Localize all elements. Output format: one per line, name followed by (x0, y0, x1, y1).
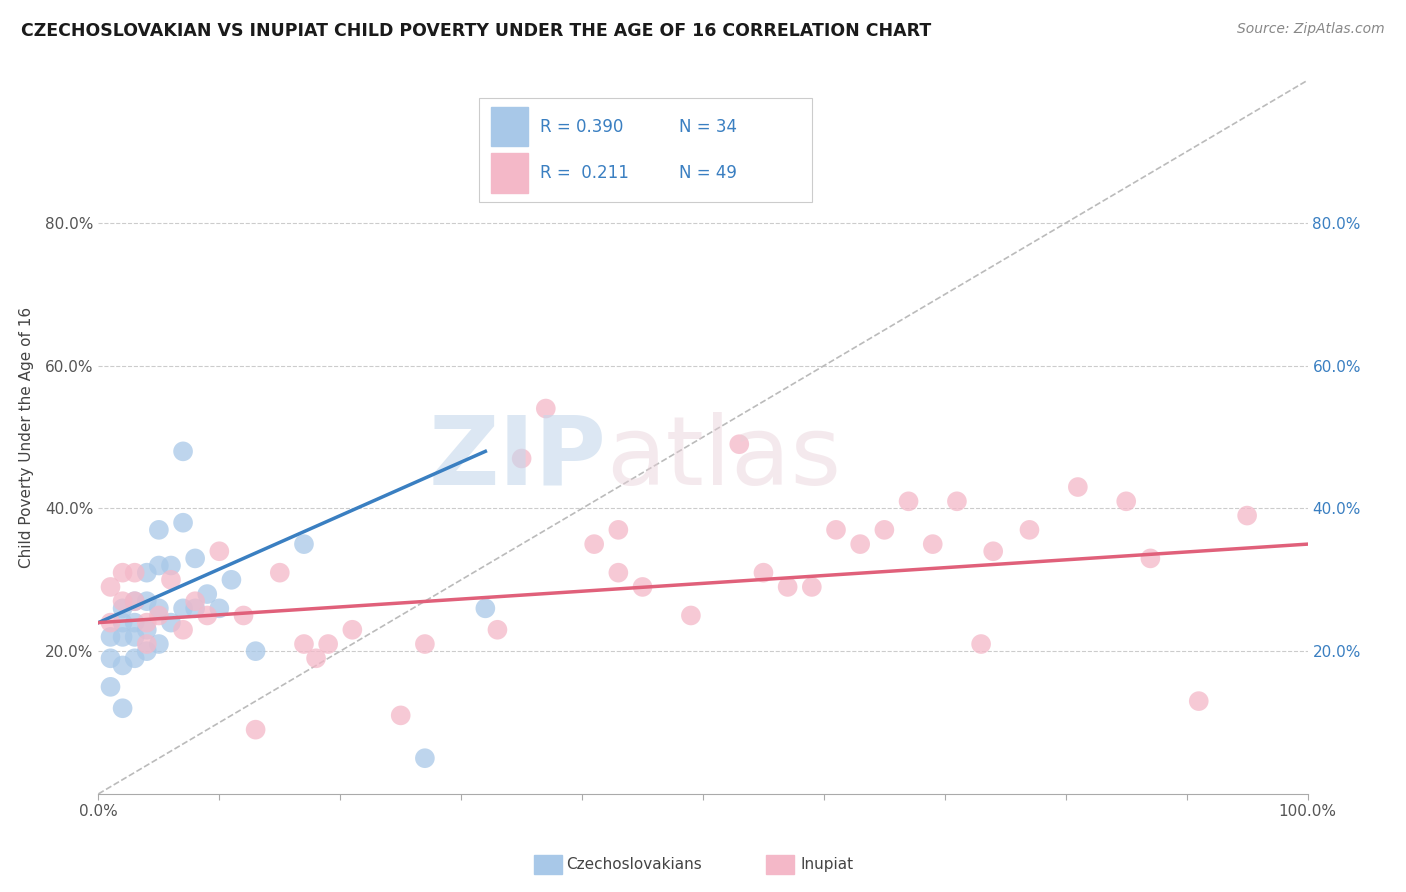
Point (946, 494, 969, 508)
Point (184, 594, 207, 608)
Point (111, 594, 134, 608)
FancyBboxPatch shape (479, 98, 811, 202)
Point (111, 630, 134, 644)
Point (1188, 694, 1211, 708)
Text: N = 49: N = 49 (679, 164, 737, 182)
Point (111, 658, 134, 673)
Text: R =  0.211: R = 0.211 (540, 164, 628, 182)
Point (679, 608, 702, 623)
Text: Czechoslovakians: Czechoslovakians (567, 857, 703, 871)
Point (124, 594, 146, 608)
Point (172, 516, 194, 530)
Point (160, 573, 183, 587)
Point (534, 401, 557, 416)
Point (111, 566, 134, 580)
Point (221, 573, 243, 587)
Point (474, 601, 496, 615)
Point (413, 637, 436, 651)
Point (135, 615, 157, 630)
Text: atlas: atlas (606, 412, 841, 505)
Point (111, 701, 134, 715)
Text: ZIP: ZIP (429, 412, 606, 505)
Point (389, 708, 412, 723)
Point (1115, 494, 1137, 508)
Point (195, 608, 218, 623)
Point (184, 601, 207, 615)
Point (1236, 508, 1258, 523)
Point (100, 680, 122, 694)
Point (135, 644, 157, 658)
Point (172, 601, 194, 615)
Text: Inupiat: Inupiat (800, 857, 853, 871)
Point (316, 637, 339, 651)
Point (1067, 480, 1090, 494)
Point (292, 637, 315, 651)
Point (245, 644, 267, 658)
Point (124, 630, 146, 644)
Point (135, 623, 157, 637)
Bar (492, 153, 527, 193)
Point (100, 580, 122, 594)
Text: Source: ZipAtlas.com: Source: ZipAtlas.com (1237, 22, 1385, 37)
Point (124, 651, 146, 665)
Point (825, 523, 848, 537)
Point (800, 580, 823, 594)
Point (1139, 551, 1161, 566)
Point (100, 651, 122, 665)
Point (135, 566, 157, 580)
Point (148, 523, 170, 537)
Point (124, 594, 146, 608)
Point (981, 544, 1004, 558)
Point (849, 537, 872, 551)
Point (124, 566, 146, 580)
Point (970, 637, 993, 651)
Point (148, 558, 170, 573)
Point (342, 623, 364, 637)
Point (413, 751, 436, 765)
Point (510, 451, 533, 466)
Text: CZECHOSLOVAKIAN VS INUPIAT CHILD POVERTY UNDER THE AGE OF 16 CORRELATION CHART: CZECHOSLOVAKIAN VS INUPIAT CHILD POVERTY… (21, 22, 931, 40)
Bar (492, 107, 527, 146)
Point (172, 444, 194, 458)
Point (111, 615, 134, 630)
Point (897, 494, 920, 508)
Text: N = 34: N = 34 (679, 118, 737, 136)
Point (873, 523, 896, 537)
Point (292, 537, 315, 551)
Point (776, 580, 799, 594)
Point (135, 637, 157, 651)
Point (245, 723, 267, 737)
Point (1018, 523, 1040, 537)
Point (100, 630, 122, 644)
Point (631, 580, 654, 594)
Point (583, 537, 606, 551)
Point (728, 437, 751, 451)
Point (305, 651, 328, 665)
Point (148, 608, 170, 623)
Point (172, 623, 194, 637)
Point (124, 615, 146, 630)
Point (148, 637, 170, 651)
Point (111, 601, 134, 615)
Point (184, 551, 207, 566)
Point (135, 594, 157, 608)
Point (752, 566, 775, 580)
Point (486, 623, 509, 637)
Point (607, 566, 630, 580)
Point (195, 587, 218, 601)
Point (208, 544, 231, 558)
Text: R = 0.390: R = 0.390 (540, 118, 623, 136)
Point (269, 566, 291, 580)
Y-axis label: Child Poverty Under the Age of 16: Child Poverty Under the Age of 16 (18, 307, 34, 567)
Point (148, 601, 170, 615)
Point (160, 615, 183, 630)
Point (232, 608, 254, 623)
Point (607, 523, 630, 537)
Point (208, 601, 231, 615)
Point (921, 537, 943, 551)
Point (100, 615, 122, 630)
Point (160, 558, 183, 573)
